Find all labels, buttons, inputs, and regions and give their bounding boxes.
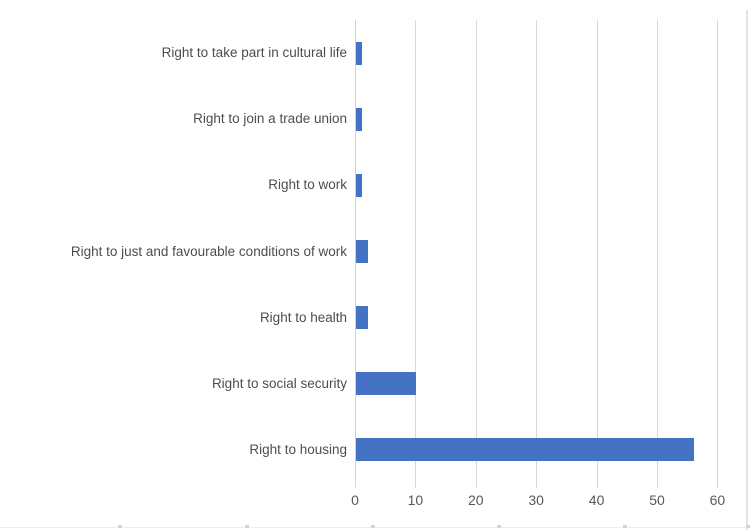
x-axis-tick-label: 50 — [649, 492, 665, 508]
bar — [356, 41, 363, 65]
x-axis-tickmark — [415, 483, 417, 488]
gridline — [596, 20, 598, 483]
gridline — [717, 20, 719, 483]
x-axis-tick-label: 40 — [588, 492, 605, 508]
gridline — [536, 20, 538, 483]
x-axis-tick-label: 10 — [407, 492, 424, 508]
bar — [356, 240, 369, 263]
x-axis-tick-label: 20 — [468, 492, 484, 508]
x-axis-tick-label: 0 — [351, 492, 359, 508]
bar — [356, 372, 417, 396]
gridline — [475, 20, 477, 483]
category-label: Right to join a trade union — [193, 111, 347, 127]
x-axis-tickmark — [355, 483, 356, 488]
x-axis-tick-label: 30 — [528, 492, 544, 508]
x-axis-tickmark — [536, 483, 538, 488]
bottom-edge-tickmark — [371, 525, 375, 528]
bar — [356, 306, 369, 330]
x-axis-tickmark — [717, 483, 719, 488]
category-label: Right to health — [259, 309, 347, 325]
bottom-edge-tickmark — [118, 525, 122, 528]
bar — [356, 107, 363, 131]
category-axis-line — [355, 20, 356, 483]
bottom-edge-tickmark — [245, 525, 249, 528]
x-axis-tickmark — [657, 483, 658, 488]
gridline — [415, 20, 417, 483]
bottom-edge-line — [0, 527, 750, 528]
category-label: Right to housing — [249, 441, 347, 457]
bar — [356, 438, 695, 462]
chart-right-border — [746, 10, 748, 530]
bottom-edge-tickmark — [497, 525, 501, 528]
category-label: Right to take part in cultural life — [161, 45, 347, 61]
x-axis-tick-label: 60 — [709, 492, 726, 508]
x-axis-tickmark — [596, 483, 598, 488]
category-label: Right to social security — [211, 375, 347, 391]
bar — [356, 173, 363, 197]
x-axis-tickmark — [475, 483, 477, 488]
gridline — [657, 20, 658, 483]
category-label: Right to just and favourable conditions … — [70, 243, 347, 259]
bottom-edge-tickmark — [623, 525, 627, 528]
bottom-edge-tickmark — [746, 525, 750, 528]
category-label: Right to work — [268, 177, 347, 193]
